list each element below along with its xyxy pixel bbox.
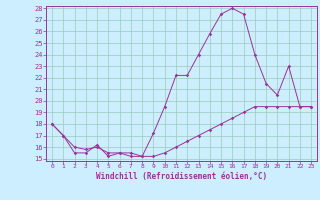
X-axis label: Windchill (Refroidissement éolien,°C): Windchill (Refroidissement éolien,°C) (96, 172, 267, 181)
